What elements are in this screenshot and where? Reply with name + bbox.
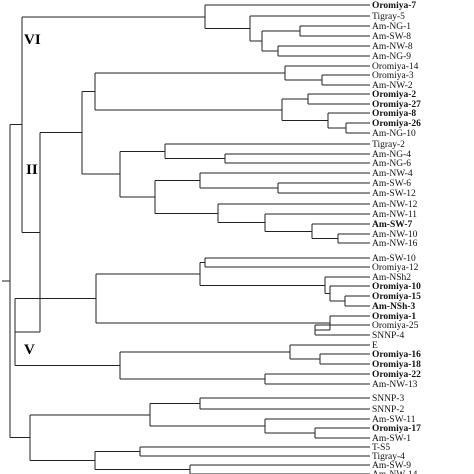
leaf-label: Oromiya-2: [372, 90, 416, 100]
leaf-label: Am-SW-11: [372, 415, 416, 425]
leaf-label: SNNP-4: [372, 331, 404, 341]
leaf-label: Am-NG-1: [372, 22, 411, 32]
leaf-label: Am-NW-4: [372, 169, 413, 179]
leaf-label: SNNP-3: [372, 394, 404, 404]
leaf-label: Oromiya-7: [372, 1, 416, 11]
leaf-label: Oromiya-22: [372, 370, 421, 380]
leaf-label: Oromiya-8: [372, 109, 416, 119]
cluster-label-v: V: [24, 342, 35, 358]
leaf-label: Oromiya-25: [372, 321, 419, 331]
leaf-label: Am-NW-16: [372, 239, 418, 249]
leaf-label: Am-NW-11: [372, 210, 417, 220]
leaf-label: Am-SW-12: [372, 189, 416, 199]
leaf-label: Oromiya-1: [372, 312, 416, 322]
leaf-label: Tigray-2: [372, 140, 405, 150]
leaf-label: Am-NSh-3: [372, 302, 416, 312]
leaf-label: Tigray-4: [372, 452, 405, 462]
leaf-label: Am-SW-1: [372, 434, 411, 444]
leaf-label: Am-SW-8: [372, 32, 411, 42]
leaf-label: Am-NW-10: [372, 230, 418, 240]
leaf-label: Am-NG-4: [372, 150, 411, 160]
leaf-label: Oromiya-14: [372, 62, 419, 72]
leaf-label: E: [372, 341, 378, 351]
leaf-label: Oromiya-10: [372, 282, 421, 292]
leaf-label: Tigray-5: [372, 12, 405, 22]
leaf-label: Oromiya-16: [372, 350, 421, 360]
leaf-label: Oromiya-3: [372, 71, 414, 81]
leaf-label: Am-NW-2: [372, 81, 413, 91]
leaf-label: Oromiya-18: [372, 360, 421, 370]
leaf-label: Am-NW-12: [372, 200, 418, 210]
cluster-label-vi: VI: [24, 32, 41, 48]
leaf-label: Am-SW-6: [372, 179, 411, 189]
leaf-label: Am-NG-10: [372, 129, 416, 139]
leaf-label: Am-SW-9: [372, 461, 411, 471]
leaf-label: Oromiya-17: [372, 424, 421, 434]
leaf-label: Am-NW-14: [372, 470, 418, 474]
dendrogram-branches: [2, 4, 370, 474]
leaf-labels: Oromiya-7Tigray-5Am-NG-1Am-SW-8Am-NW-8Am…: [372, 1, 421, 474]
leaf-label: SNNP-2: [372, 405, 404, 415]
leaf-label: Am-SW-10: [372, 254, 416, 264]
leaf-label: Am-SW-7: [372, 220, 413, 230]
leaf-label: Am-NG-6: [372, 159, 411, 169]
leaf-label: T-S5: [372, 443, 390, 453]
leaf-label: Am-NG-9: [372, 52, 411, 62]
leaf-label: Oromiya-15: [372, 292, 421, 302]
leaf-label: Oromiya-26: [372, 119, 421, 129]
leaf-label: Oromiya-12: [372, 263, 419, 273]
leaf-label: Am-NW-13: [372, 380, 418, 390]
leaf-label: Am-NSh2: [372, 273, 411, 283]
cluster-label-ii: II: [26, 162, 38, 178]
leaf-label: Am-NW-8: [372, 42, 413, 52]
leaf-label: Oromiya-27: [372, 100, 421, 110]
